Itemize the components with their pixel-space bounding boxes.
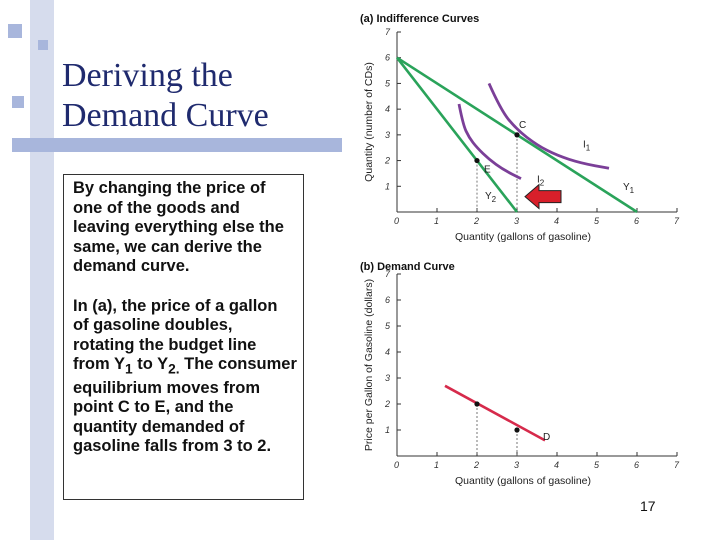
y-tick-label: 7 [385, 27, 391, 37]
x-tick-label: 1 [434, 460, 439, 470]
demand-curve-d [444, 384, 546, 442]
y-tick-label: 5 [385, 78, 391, 88]
y-axis-label: Quantity (number of CDs) [363, 62, 375, 182]
x-tick-label: 5 [594, 460, 600, 470]
decor-square [12, 96, 24, 108]
y-tick-label: 7 [385, 269, 391, 279]
x-axis-label: Quantity (gallons of gasoline) [455, 475, 591, 487]
y-tick-label: 6 [385, 53, 390, 63]
x-tick-label: 2 [473, 216, 479, 226]
y-tick-label: 6 [385, 295, 390, 305]
series-label-subscript: 2 [540, 178, 545, 187]
x-tick-label: 3 [514, 216, 519, 226]
title-line-1: Deriving the [62, 57, 233, 94]
slide-title: Deriving the Demand Curve [62, 56, 269, 136]
subscript-2: 2. [168, 361, 180, 377]
y-tick-label: 2 [384, 156, 390, 166]
x-tick-label: 2 [473, 460, 479, 470]
x-tick-label: 1 [434, 216, 439, 226]
data-point [514, 132, 520, 138]
indifference-curve-i2 [457, 103, 522, 180]
data-point [474, 157, 480, 164]
left-decor-bar [30, 0, 54, 540]
y-tick-label: 1 [385, 181, 390, 191]
budget-line-y2 [395, 56, 519, 213]
series-label: I2 [537, 174, 545, 187]
data-point [514, 427, 520, 433]
x-tick-label: 6 [634, 460, 639, 470]
x-tick-label: 6 [634, 216, 639, 226]
data-point [474, 401, 480, 407]
page-number: 17 [640, 498, 656, 514]
left-arrow-icon [524, 183, 562, 210]
decor-square [8, 24, 22, 38]
x-tick-label: 4 [554, 460, 559, 470]
y-tick-label: 2 [384, 399, 390, 409]
y-axis-label: Price per Gallon of Gasoline (dollars) [363, 279, 375, 451]
chart-title: (a) Indifference Curves [360, 13, 479, 25]
y-tick-label: 3 [385, 130, 390, 140]
para2-part-b: to Y [132, 355, 169, 373]
x-axis-label: Quantity (gallons of gasoline) [455, 231, 591, 243]
paragraph-2: In (a), the price of a gallon of gasolin… [73, 297, 297, 457]
decor-square [38, 40, 48, 50]
x-tick-label: 0 [394, 460, 399, 470]
title-line-2: Demand Curve [62, 97, 269, 134]
series-label: I1 [583, 140, 591, 153]
series-label: Y2 [485, 191, 497, 204]
x-tick-label: 3 [514, 460, 519, 470]
y-tick-label: 4 [385, 347, 390, 357]
x-tick-label: 4 [554, 216, 559, 226]
x-tick-label: 5 [594, 216, 600, 226]
series-label-subscript: 2 [492, 195, 497, 204]
title-underline-bar [12, 138, 342, 152]
chart-title: (b) Demand Curve [360, 261, 455, 273]
para2-part-a: In (a), the price of a gallon of gasolin… [73, 296, 278, 374]
point-label-c: C [519, 120, 526, 131]
y-tick-label: 5 [385, 321, 391, 331]
series-label-subscript: 1 [630, 186, 635, 195]
point-label-e: E [484, 165, 491, 176]
series-label-subscript: 1 [586, 144, 591, 153]
series-label: D [543, 432, 550, 443]
y-tick-label: 4 [385, 104, 390, 114]
series-label: Y1 [623, 182, 635, 195]
x-tick-label: 7 [674, 460, 680, 470]
subscript-1: 1 [124, 361, 133, 377]
x-tick-label: 7 [674, 216, 680, 226]
y-tick-label: 3 [385, 373, 390, 383]
x-tick-label: 0 [394, 216, 399, 226]
indifference-curve-i1 [487, 82, 610, 170]
para2-part-c: The consumer equilibrium moves from poin… [73, 355, 297, 456]
y-tick-label: 1 [385, 425, 390, 435]
explanation-textbox: By changing the price of one of the good… [63, 174, 304, 500]
paragraph-1: By changing the price of one of the good… [73, 179, 284, 275]
